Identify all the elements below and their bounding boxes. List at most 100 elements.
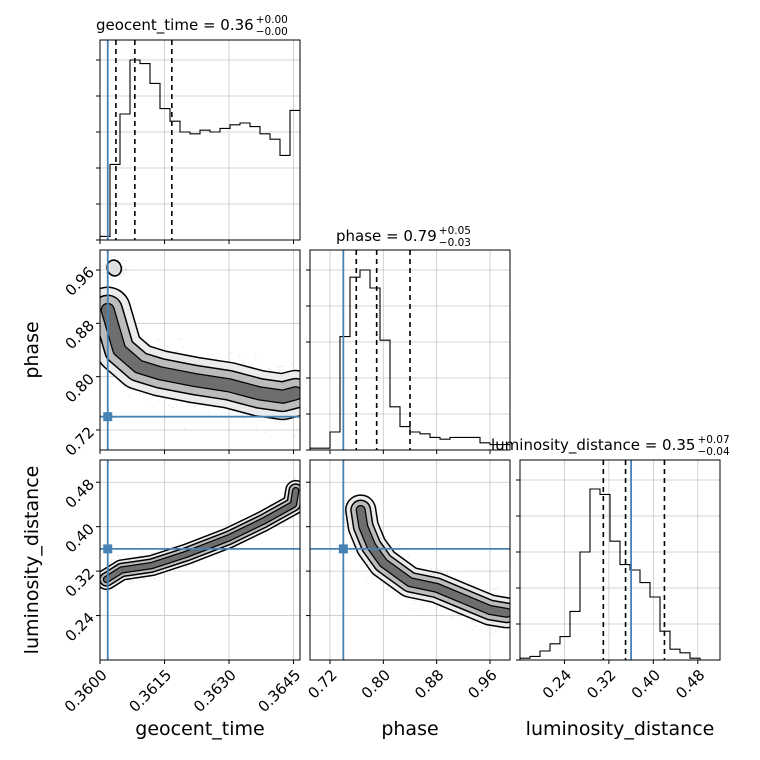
scatter-point (387, 588, 389, 591)
pair-content (310, 460, 510, 660)
scatter-point (301, 409, 303, 411)
y-axis-label-phase: phase (21, 321, 43, 378)
scatter-point (302, 482, 304, 484)
pair-panel-geocent_time-luminosity_distance (96, 459, 304, 664)
x-tick-label: 0.96 (464, 666, 500, 702)
hist-panel-geocent_time (96, 39, 301, 244)
scatter-point (294, 477, 296, 480)
x-tick-label: 0.3630 (190, 666, 240, 716)
x-axis-label-phase: phase (381, 718, 438, 740)
scatter-point (450, 616, 453, 618)
scatter-point (304, 387, 306, 389)
scatter-point (112, 255, 115, 257)
y-tick-label: 0.48 (62, 476, 98, 512)
scatter-point (413, 599, 416, 602)
scatter-point (151, 552, 154, 555)
truth-marker (103, 412, 113, 422)
scatter-point (345, 522, 348, 525)
scatter-point (301, 401, 303, 403)
scatter-point (385, 589, 388, 591)
scatter-point (138, 555, 141, 557)
scatter-point (497, 587, 499, 589)
corner-panels (96, 39, 721, 664)
scatter-point (302, 494, 304, 496)
scatter-point (101, 261, 104, 263)
scatter-point (104, 263, 107, 266)
scatter-point (111, 279, 114, 281)
scatter-point (474, 624, 477, 627)
scatter-point (255, 426, 258, 428)
scatter-point (496, 593, 499, 596)
scatter-point (495, 630, 497, 633)
scatter-point (301, 489, 303, 491)
scatter-point (280, 365, 282, 368)
scatter-point (122, 273, 125, 276)
scatter-point (428, 602, 430, 605)
scatter-point (177, 338, 180, 341)
scatter-point (412, 610, 415, 613)
scatter-point (125, 269, 127, 271)
scatter-point (294, 435, 297, 437)
y-axis-label-luminosity_distance: luminosity_distance (21, 466, 43, 655)
scatter-point (128, 394, 131, 397)
scatter-point (129, 265, 132, 268)
scatter-point (117, 554, 119, 557)
scatter-point (384, 535, 387, 538)
panel-frame (99, 459, 301, 661)
x-axis-label-geocent_time: geocent_time (135, 718, 264, 740)
scatter-point (171, 406, 174, 409)
scatter-point (407, 555, 410, 558)
scatter-point (304, 406, 306, 408)
scatter-point (301, 485, 303, 487)
x-tick-label: 0.3600 (61, 666, 111, 716)
scatter-point (102, 272, 105, 275)
contour-inner-fill (104, 488, 299, 582)
scatter-point (141, 577, 144, 580)
scatter-point (506, 631, 509, 634)
scatter-point (436, 568, 439, 571)
title-error-minus: −0.04 (697, 446, 729, 458)
y-tick-label: 0.80 (62, 370, 98, 406)
scatter-point (300, 404, 302, 406)
scatter-point (122, 270, 125, 273)
scatter-point (102, 265, 105, 268)
title-error-plus: +0.07 (697, 434, 729, 446)
x-tick-label: 0.72 (304, 666, 340, 702)
scatter-point (188, 402, 190, 405)
scatter-point (303, 382, 305, 384)
scatter-point (451, 611, 454, 614)
scatter-point (170, 545, 173, 548)
scatter-point (471, 620, 474, 623)
scatter-point (129, 579, 132, 582)
scatter-point (114, 255, 117, 258)
scatter-point (343, 522, 346, 525)
scatter-point (264, 431, 267, 434)
x-tick-label: 0.3645 (254, 666, 304, 716)
scatter-point (291, 362, 293, 365)
y-tick-label: 0.96 (62, 263, 98, 299)
scatter-point (157, 576, 160, 579)
title-error-plus: +0.00 (256, 14, 288, 26)
scatter-point (104, 266, 107, 268)
scatter-point (457, 572, 460, 575)
pair-content (100, 250, 306, 450)
scatter-point (471, 628, 474, 631)
scatter-point (277, 366, 280, 368)
scatter-point (300, 488, 302, 490)
scatter-point (386, 586, 389, 589)
scatter-point (195, 404, 197, 407)
scatter-point (128, 582, 131, 584)
scatter-point (451, 613, 454, 616)
scatter-point (125, 266, 128, 269)
scatter-point (140, 553, 143, 556)
title-error-plus: +0.05 (439, 225, 471, 237)
scatter-point (492, 632, 495, 635)
contour-inner-fill (356, 506, 510, 617)
scatter-point (132, 580, 135, 582)
scatter-point (240, 359, 243, 362)
scatter-point (122, 259, 124, 261)
scatter-point (278, 420, 281, 423)
scatter-point (252, 538, 255, 541)
scatter-point (145, 399, 148, 401)
scatter-point (241, 545, 244, 548)
